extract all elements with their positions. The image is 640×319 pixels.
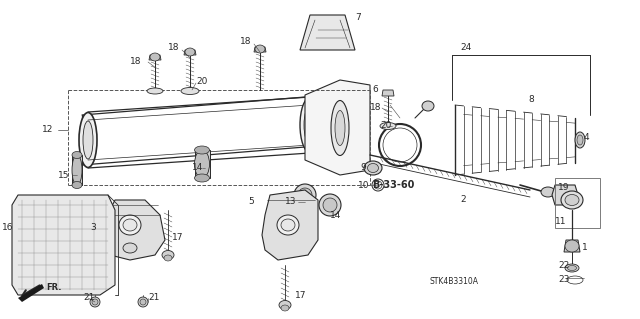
Text: 18: 18 xyxy=(240,38,252,47)
Ellipse shape xyxy=(568,265,577,271)
Ellipse shape xyxy=(561,191,583,209)
Text: 23: 23 xyxy=(558,276,570,285)
Ellipse shape xyxy=(367,164,378,173)
Circle shape xyxy=(138,297,148,307)
Polygon shape xyxy=(195,150,210,178)
Text: 11: 11 xyxy=(555,218,566,226)
Text: 6: 6 xyxy=(372,85,378,94)
Polygon shape xyxy=(18,284,44,302)
Circle shape xyxy=(92,299,98,305)
Circle shape xyxy=(140,299,146,305)
Ellipse shape xyxy=(380,122,396,130)
Ellipse shape xyxy=(565,195,579,205)
Ellipse shape xyxy=(164,255,172,261)
Circle shape xyxy=(90,297,100,307)
Text: FR.: FR. xyxy=(46,283,61,292)
Ellipse shape xyxy=(255,45,265,53)
Text: 17: 17 xyxy=(172,233,184,241)
Ellipse shape xyxy=(331,100,349,155)
Text: 9: 9 xyxy=(360,164,365,173)
Polygon shape xyxy=(262,190,318,260)
Ellipse shape xyxy=(565,264,579,272)
Ellipse shape xyxy=(123,243,137,253)
Text: 21: 21 xyxy=(148,293,159,302)
Text: 20: 20 xyxy=(380,121,392,130)
Ellipse shape xyxy=(422,101,434,111)
Polygon shape xyxy=(254,47,266,52)
Polygon shape xyxy=(305,80,370,175)
Ellipse shape xyxy=(565,240,579,252)
Text: STK4B3310A: STK4B3310A xyxy=(430,278,479,286)
Ellipse shape xyxy=(294,184,316,206)
Polygon shape xyxy=(72,155,82,185)
Ellipse shape xyxy=(181,87,199,94)
Text: 17: 17 xyxy=(295,291,307,300)
Polygon shape xyxy=(552,185,578,205)
Ellipse shape xyxy=(277,215,299,235)
Text: 12: 12 xyxy=(42,125,53,135)
Ellipse shape xyxy=(72,152,82,159)
Text: 13: 13 xyxy=(285,197,296,206)
Ellipse shape xyxy=(335,110,345,145)
Text: 18: 18 xyxy=(130,57,141,66)
Text: 10: 10 xyxy=(358,181,369,189)
Polygon shape xyxy=(12,195,115,295)
Ellipse shape xyxy=(123,219,137,231)
Text: 15: 15 xyxy=(58,170,70,180)
Text: 18: 18 xyxy=(370,103,381,113)
Text: 7: 7 xyxy=(355,13,361,23)
Polygon shape xyxy=(184,50,196,55)
Ellipse shape xyxy=(577,135,583,145)
Ellipse shape xyxy=(364,161,382,175)
Ellipse shape xyxy=(150,53,160,61)
Ellipse shape xyxy=(541,187,555,197)
Ellipse shape xyxy=(185,48,195,56)
Polygon shape xyxy=(382,90,394,96)
Polygon shape xyxy=(105,200,165,260)
Ellipse shape xyxy=(281,219,295,231)
Text: 4: 4 xyxy=(584,133,589,143)
Text: 19: 19 xyxy=(558,183,570,192)
Ellipse shape xyxy=(298,188,312,202)
Ellipse shape xyxy=(119,215,141,235)
Ellipse shape xyxy=(195,146,209,154)
Polygon shape xyxy=(564,240,580,252)
Ellipse shape xyxy=(79,113,97,167)
Ellipse shape xyxy=(72,155,82,185)
Text: 21: 21 xyxy=(83,293,94,302)
Ellipse shape xyxy=(72,182,82,189)
Ellipse shape xyxy=(575,132,585,148)
Text: 22: 22 xyxy=(558,261,569,270)
Ellipse shape xyxy=(195,174,209,182)
Ellipse shape xyxy=(195,150,209,178)
Polygon shape xyxy=(300,15,355,50)
Ellipse shape xyxy=(83,121,93,159)
Text: 16: 16 xyxy=(2,224,13,233)
Bar xyxy=(555,178,600,228)
Text: 20: 20 xyxy=(196,78,207,86)
Text: 2: 2 xyxy=(460,196,466,204)
Text: 3: 3 xyxy=(90,224,96,233)
Ellipse shape xyxy=(147,88,163,94)
Text: 5: 5 xyxy=(248,197,253,206)
Text: 8: 8 xyxy=(528,95,534,105)
Polygon shape xyxy=(149,55,161,60)
Ellipse shape xyxy=(281,305,289,311)
Ellipse shape xyxy=(319,194,341,216)
Ellipse shape xyxy=(162,250,174,259)
Text: 24: 24 xyxy=(460,43,471,53)
Ellipse shape xyxy=(279,300,291,309)
Text: 18: 18 xyxy=(168,43,179,53)
Ellipse shape xyxy=(304,106,316,144)
Text: 14: 14 xyxy=(192,164,204,173)
Ellipse shape xyxy=(323,198,337,212)
Text: B-33-60: B-33-60 xyxy=(372,180,414,190)
Ellipse shape xyxy=(300,98,320,152)
Text: 14: 14 xyxy=(330,211,341,219)
Text: 1: 1 xyxy=(582,243,588,253)
